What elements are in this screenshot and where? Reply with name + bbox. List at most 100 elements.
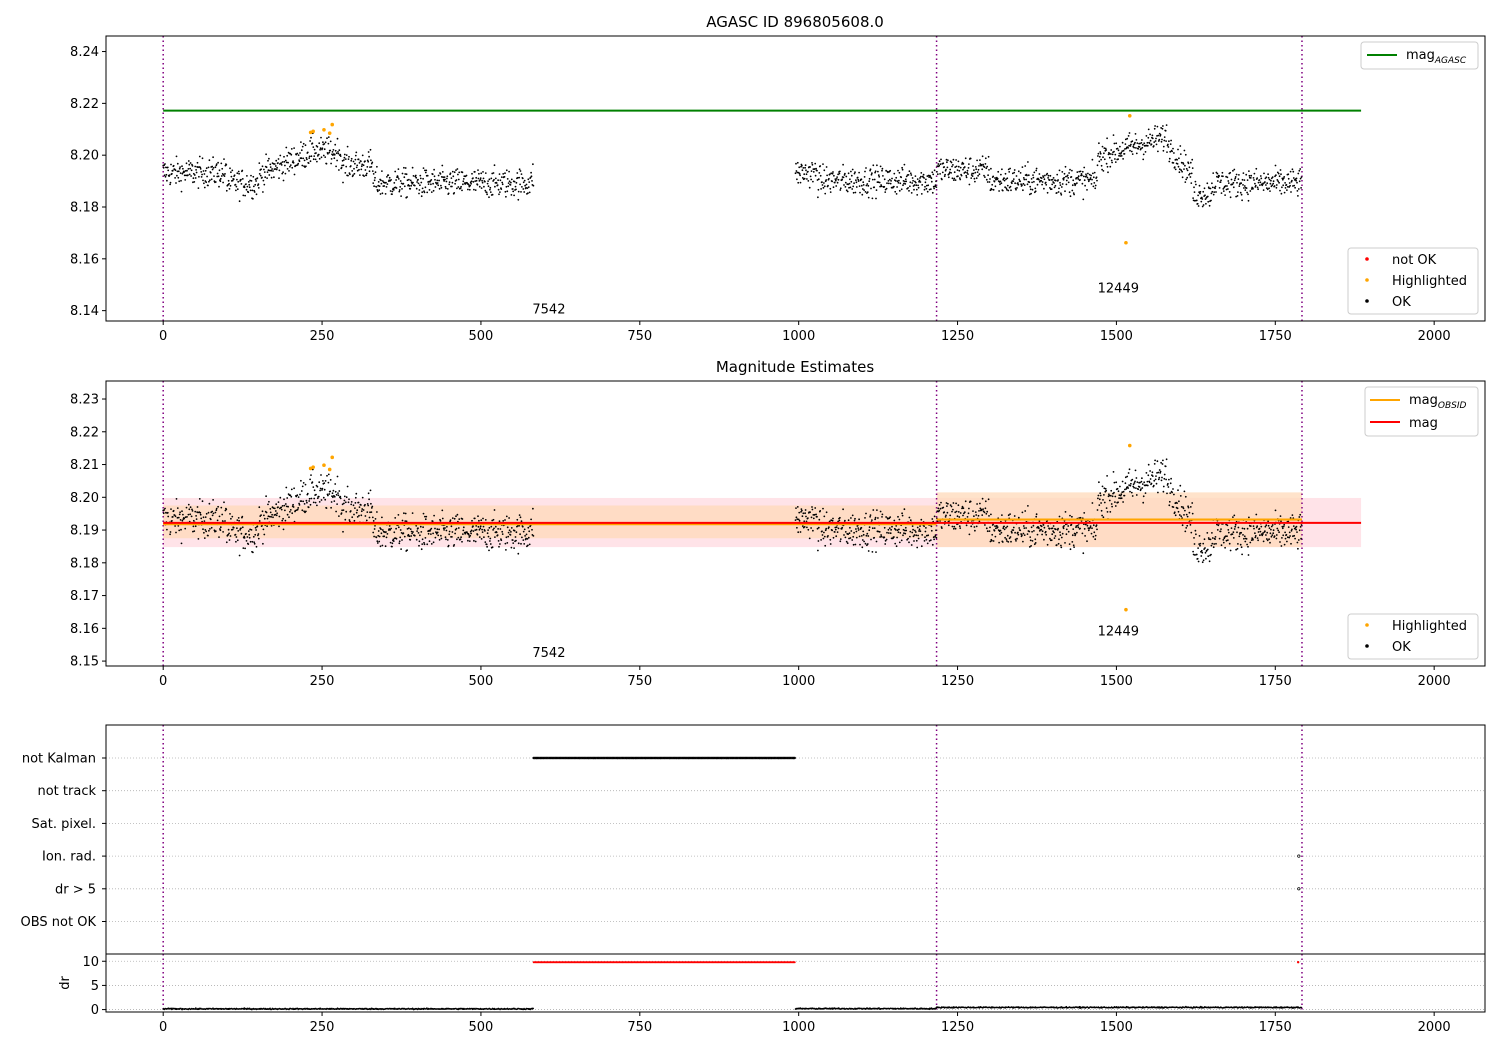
p3-category-label-1: not track [37,784,96,799]
p2-ytick-label-6: 8.21 [70,458,99,473]
legend-ok-1: OK [1392,295,1411,310]
p2-highlighted-point-6 [1127,443,1132,448]
p1-xtick-label-6: 1500 [1100,329,1133,344]
p4-xtick-label-2: 500 [469,1020,494,1035]
p1-highlighted-point-4 [330,122,335,127]
p1-xtick-label-8: 2000 [1418,329,1451,344]
p1-xtick-label-7: 1750 [1259,329,1292,344]
p1-highlighted-point-1 [311,129,315,134]
legend-line-2: magOBSID mag [1364,386,1479,437]
legend-mag-agasc-label: magAGASC [1406,48,1467,66]
p4-dr-ok-segment-1 [794,1007,937,1011]
p1-xtick-label-0: 0 [159,329,167,344]
p1-highlighted-point-6 [1127,114,1132,118]
panel-magnitude-estimates: Magnitude Estimates 0 250 500 750 1000 1250 15… [70,358,1486,689]
p2-obs-label-1: 12449 [1098,625,1139,640]
legend-highlighted-1: Highlighted [1392,274,1467,289]
p1-xtick-label-5: 1250 [941,329,974,344]
p2-ytick-label-0: 8.15 [70,655,99,670]
axes-frame-2 [105,380,1486,667]
p2-xtick-label-5: 1250 [941,674,974,689]
p1-highlighted-point-3 [327,131,332,135]
p2-xtick-label-4: 1000 [782,674,815,689]
legend-mag-agasc-name: mag [1406,48,1435,63]
legend-not-ok: not OK [1392,253,1437,268]
p3-flag-point-1 [1297,887,1301,891]
axes-frame-1 [105,35,1486,322]
p2-highlighted-point-2 [322,463,326,467]
p2-ytick-label-5: 8.20 [70,491,99,506]
p2-ytick-label-4: 8.19 [70,524,99,539]
panel-flags: not Kalman not track Sat. pixel. Ion. rad. d… [21,725,1485,954]
p2-xtick-label-0: 0 [159,674,167,689]
p2-highlighted-point-3 [327,467,332,472]
p1-xtick-label-3: 750 [627,329,652,344]
p4-dr-not-ok-run-0 [532,961,796,964]
legend-ok-2: OK [1392,640,1411,655]
p1-obs-label-0: 7542 [532,302,565,317]
p1-xtick-label-4: 1000 [782,329,815,344]
legend-line-1: magAGASC [1360,41,1479,70]
p3-flag-run-0 [532,756,796,760]
p4-xtick-label-8: 2000 [1418,1020,1451,1035]
p2-xtick-label-1: 250 [310,674,335,689]
panel-agasc: AGASC ID 896805608.0 0 250 500 750 1000 1250 1… [70,13,1486,344]
p1-ytick-label-0: 8.14 [70,304,99,319]
p4-xtick-label-0: 0 [159,1020,167,1035]
p2-ytick-label-8: 8.23 [70,393,99,408]
p4-dr-ok-segment-2 [935,1005,1303,1010]
p4-xtick-label-5: 1250 [941,1020,974,1035]
p1-ytick-label-5: 8.24 [70,45,99,60]
p2-ytick-label-3: 8.18 [70,556,99,571]
axes-frame-3-4 [105,724,1486,1013]
p2-highlighted-point-1 [311,465,315,469]
p4-xtick-label-3: 750 [627,1020,652,1035]
p4-xtick-label-4: 1000 [782,1020,815,1035]
p2-xtick-label-7: 1750 [1259,674,1292,689]
p2-obs-label-0: 7542 [532,646,565,661]
p1-xtick-label-2: 500 [469,329,494,344]
p4-xtick-label-7: 1750 [1259,1020,1292,1035]
p4-ytick-label-0: 0 [91,1003,99,1018]
p2-highlighted-point-4 [330,455,335,460]
p4-ytick-label-2: 10 [82,955,99,970]
chart-title-2: Magnitude Estimates [716,358,874,376]
p3-category-label-0: not Kalman [22,752,96,767]
legend-points-1: not OK Highlighted OK [1347,247,1479,315]
p2-ytick-label-2: 8.17 [70,589,99,604]
legend-mag-agasc-sub: AGASC [1434,56,1467,66]
legend-points-2: Highlighted OK [1347,613,1479,660]
p1-ok-points [162,124,1303,208]
p1-ytick-label-1: 8.16 [70,252,99,267]
p2-ytick-label-1: 8.16 [70,622,99,637]
p2-highlighted-point-5 [1124,607,1128,612]
p4-dr-ok-segment-0 [162,1007,534,1011]
p3-category-label-2: Sat. pixel. [32,817,96,832]
p3-category-label-4: dr > 5 [55,882,96,897]
p3-category-label-3: Ion. rad. [42,850,96,865]
legend-mag-obsid-label: magOBSID [1409,393,1467,411]
p4-dr-not-ok-point-0 [1296,961,1300,964]
p2-ytick-label-7: 8.22 [70,425,99,440]
panel-dr: 0 250 500 750 1000 1250 1500 1750 2000 0 5 10 dr [58,954,1485,1035]
p2-xtick-label-6: 1500 [1100,674,1133,689]
p1-ytick-label-3: 8.20 [70,149,99,164]
p4-xtick-label-1: 250 [310,1020,335,1035]
chart-title-1: AGASC ID 896805608.0 [706,13,884,31]
p4-ytick-label-1: 5 [91,979,99,994]
p1-ytick-label-2: 8.18 [70,201,99,216]
p1-highlighted-point-2 [322,127,326,132]
p2-xtick-label-8: 2000 [1418,674,1451,689]
p1-obs-label-1: 12449 [1098,282,1139,297]
p1-xtick-label-1: 250 [310,329,335,344]
legend-mag-obsid-sub: OBSID [1438,401,1467,411]
legend-mag-obsid-name: mag [1409,393,1438,408]
p1-ytick-label-4: 8.22 [70,97,99,112]
legend-mag: mag [1409,416,1438,431]
p1-highlighted-point-5 [1124,240,1128,245]
p3-flag-point-0 [1297,854,1301,858]
p3-category-label-5: OBS not OK [21,915,97,930]
p2-xtick-label-3: 750 [627,674,652,689]
p4-xtick-label-6: 1500 [1100,1020,1133,1035]
